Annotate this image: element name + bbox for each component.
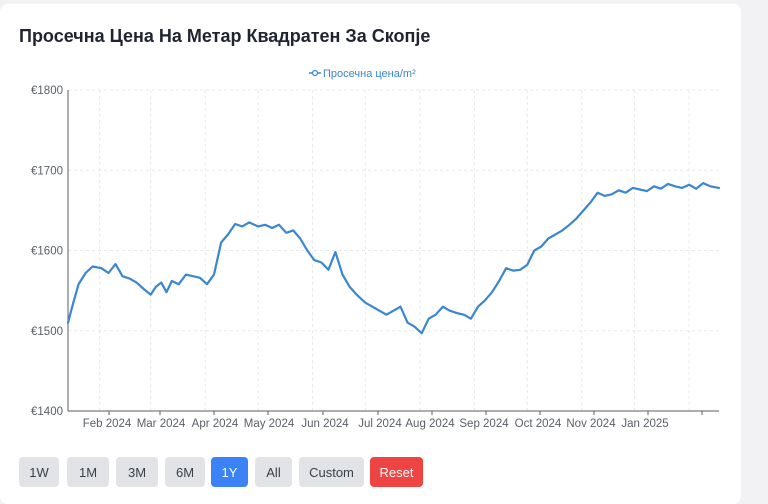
range-1y-button[interactable]: 1Y (211, 457, 248, 487)
x-tick-label: Nov 2024 (566, 418, 616, 430)
reset-button[interactable]: Reset (370, 457, 423, 487)
range-3m-button[interactable]: 3M (116, 457, 158, 487)
y-tick-label: €1500 (31, 326, 63, 338)
chart-axes (67, 90, 719, 412)
page-title: Просечна Цена На Метар Квадратен За Скоп… (19, 26, 431, 46)
y-tick-label: €1600 (31, 246, 63, 258)
x-tick-label: Jul 2024 (358, 418, 402, 430)
y-tick-label: €1400 (31, 406, 63, 418)
legend-marker-icon (311, 69, 319, 77)
x-axis-ticks: Feb 2024 Mar 2024 Apr 2024 May 2024 Jun 2024… (83, 411, 703, 430)
chart-grid (68, 89, 719, 412)
legend[interactable]: Просечна цена/m² (309, 68, 416, 80)
y-axis-ticks: €1400 €1500 €1600 €1700 €1800 (31, 85, 63, 418)
x-tick-label: Mar 2024 (137, 418, 186, 430)
x-tick-label: Apr 2024 (192, 418, 239, 430)
legend-label: Просечна цена/m² (323, 68, 416, 80)
series-line (66, 182, 721, 335)
x-tick-label: Aug 2024 (405, 418, 455, 430)
range-1w-button[interactable]: 1W (19, 457, 59, 487)
x-tick-label: Jan 2025 (621, 418, 668, 430)
range-all-button[interactable]: All (255, 457, 292, 487)
range-6m-button[interactable]: 6M (165, 457, 205, 487)
series-group (66, 182, 721, 335)
chart-card (0, 4, 741, 504)
x-tick-label: Sep 2024 (459, 418, 509, 430)
x-tick-label: Feb 2024 (83, 418, 132, 430)
price-line-chart: €1400 €1500 €1600 €1700 €1800 Feb 2024 Mar 20… (31, 68, 721, 430)
x-tick-label: Jun 2024 (301, 418, 349, 430)
y-tick-label: €1800 (31, 85, 63, 97)
x-tick-label: Oct 2024 (515, 418, 562, 430)
y-tick-label: €1700 (31, 165, 63, 177)
range-custom-button[interactable]: Custom (299, 457, 364, 487)
x-tick-label: May 2024 (244, 418, 295, 430)
range-1m-button[interactable]: 1M (67, 457, 109, 487)
